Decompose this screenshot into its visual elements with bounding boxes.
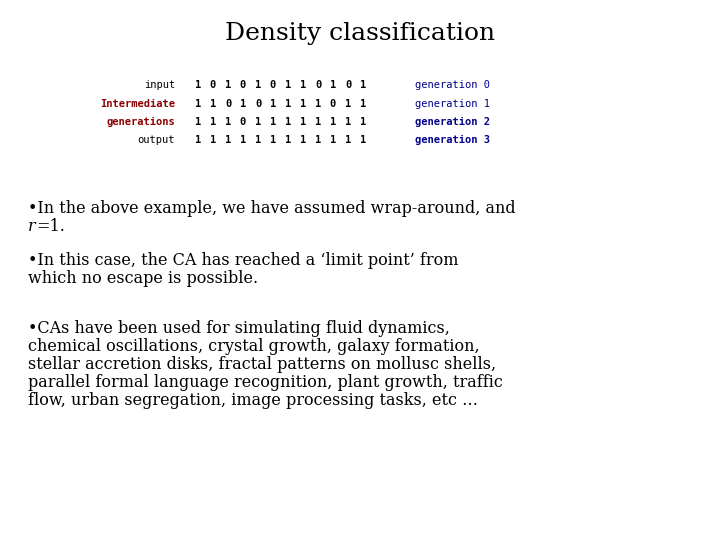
Text: 1: 1 bbox=[255, 135, 261, 145]
Text: 1: 1 bbox=[330, 117, 336, 127]
Text: 1: 1 bbox=[255, 117, 261, 127]
Text: 1: 1 bbox=[240, 135, 246, 145]
Text: 1: 1 bbox=[270, 99, 276, 109]
Text: input: input bbox=[144, 80, 175, 90]
Text: 0: 0 bbox=[345, 80, 351, 90]
Text: Density classification: Density classification bbox=[225, 22, 495, 45]
Text: 1: 1 bbox=[345, 99, 351, 109]
Text: 1: 1 bbox=[315, 117, 321, 127]
Text: r: r bbox=[28, 218, 35, 235]
Text: 1: 1 bbox=[270, 135, 276, 145]
Text: =1.: =1. bbox=[36, 218, 65, 235]
Text: generation 0: generation 0 bbox=[415, 80, 490, 90]
Text: 1: 1 bbox=[285, 135, 291, 145]
Text: 0: 0 bbox=[330, 99, 336, 109]
Text: 0: 0 bbox=[240, 80, 246, 90]
Text: •CAs have been used for simulating fluid dynamics,: •CAs have been used for simulating fluid… bbox=[28, 320, 450, 337]
Text: 1: 1 bbox=[210, 99, 216, 109]
Text: 1: 1 bbox=[195, 135, 201, 145]
Text: 1: 1 bbox=[300, 80, 306, 90]
Text: 1: 1 bbox=[315, 135, 321, 145]
Text: •In this case, the CA has reached a ‘limit point’ from: •In this case, the CA has reached a ‘lim… bbox=[28, 252, 459, 269]
Text: 1: 1 bbox=[240, 99, 246, 109]
Text: 1: 1 bbox=[360, 117, 366, 127]
Text: 1: 1 bbox=[270, 117, 276, 127]
Text: generation 3: generation 3 bbox=[415, 135, 490, 145]
Text: flow, urban segregation, image processing tasks, etc …: flow, urban segregation, image processin… bbox=[28, 392, 478, 409]
Text: 0: 0 bbox=[210, 80, 216, 90]
Text: 1: 1 bbox=[360, 80, 366, 90]
Text: generations: generations bbox=[107, 117, 175, 127]
Text: 1: 1 bbox=[225, 135, 231, 145]
Text: stellar accretion disks, fractal patterns on mollusc shells,: stellar accretion disks, fractal pattern… bbox=[28, 356, 496, 373]
Text: 1: 1 bbox=[360, 99, 366, 109]
Text: 0: 0 bbox=[225, 99, 231, 109]
Text: 1: 1 bbox=[255, 80, 261, 90]
Text: 0: 0 bbox=[315, 80, 321, 90]
Text: 1: 1 bbox=[300, 135, 306, 145]
Text: 1: 1 bbox=[195, 99, 201, 109]
Text: parallel formal language recognition, plant growth, traffic: parallel formal language recognition, pl… bbox=[28, 374, 503, 391]
Text: 1: 1 bbox=[285, 99, 291, 109]
Text: Intermediate: Intermediate bbox=[100, 99, 175, 109]
Text: 1: 1 bbox=[225, 80, 231, 90]
Text: 1: 1 bbox=[300, 117, 306, 127]
Text: generation 2: generation 2 bbox=[415, 117, 490, 127]
Text: •In the above example, we have assumed wrap-around, and: •In the above example, we have assumed w… bbox=[28, 200, 516, 217]
Text: 0: 0 bbox=[255, 99, 261, 109]
Text: 1: 1 bbox=[330, 135, 336, 145]
Text: 1: 1 bbox=[285, 80, 291, 90]
Text: 1: 1 bbox=[225, 117, 231, 127]
Text: 1: 1 bbox=[195, 117, 201, 127]
Text: chemical oscillations, crystal growth, galaxy formation,: chemical oscillations, crystal growth, g… bbox=[28, 338, 480, 355]
Text: output: output bbox=[138, 135, 175, 145]
Text: 1: 1 bbox=[210, 135, 216, 145]
Text: 1: 1 bbox=[360, 135, 366, 145]
Text: 1: 1 bbox=[195, 80, 201, 90]
Text: 1: 1 bbox=[330, 80, 336, 90]
Text: generation 1: generation 1 bbox=[415, 99, 490, 109]
Text: 1: 1 bbox=[345, 135, 351, 145]
Text: 0: 0 bbox=[270, 80, 276, 90]
Text: 1: 1 bbox=[210, 117, 216, 127]
Text: 1: 1 bbox=[345, 117, 351, 127]
Text: which no escape is possible.: which no escape is possible. bbox=[28, 270, 258, 287]
Text: 0: 0 bbox=[240, 117, 246, 127]
Text: 1: 1 bbox=[285, 117, 291, 127]
Text: 1: 1 bbox=[300, 99, 306, 109]
Text: 1: 1 bbox=[315, 99, 321, 109]
